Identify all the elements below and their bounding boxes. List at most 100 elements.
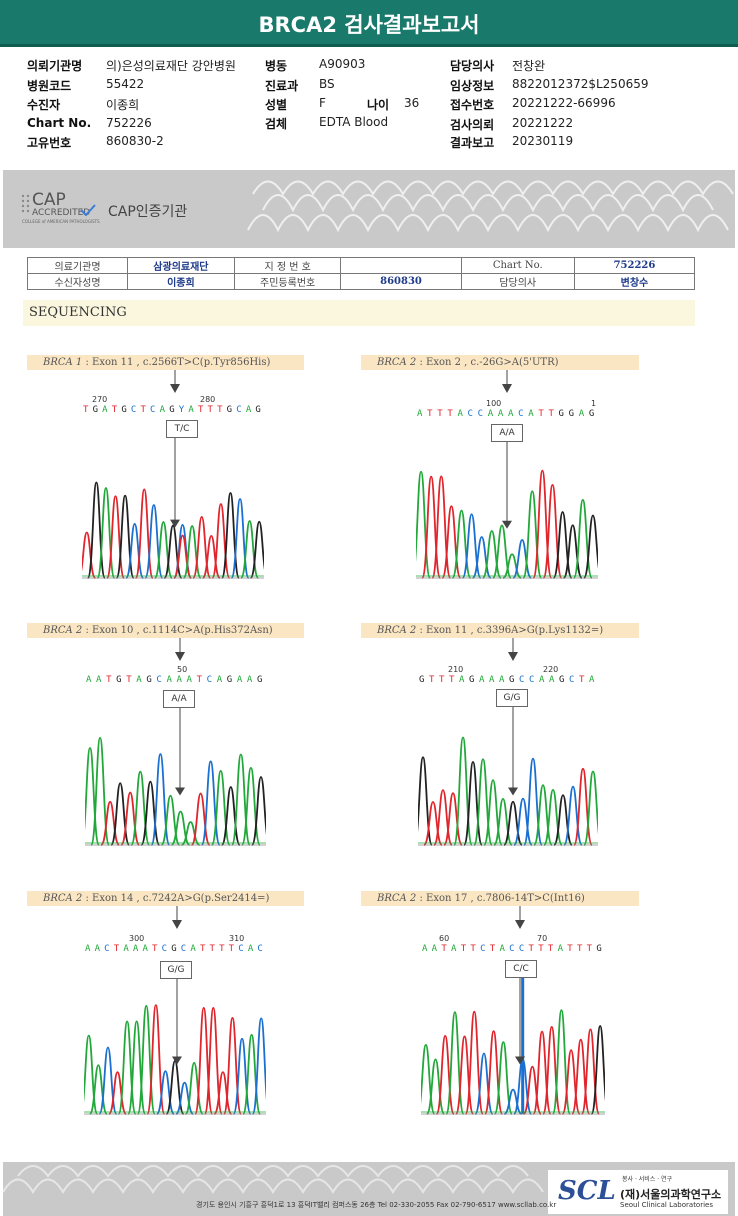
base-letter: C: [509, 944, 516, 954]
base-letter: A: [136, 675, 144, 685]
mutation-description: : Exon 10 , c.1114C>A(p.His372Asn): [82, 625, 273, 636]
base-letter: A: [508, 409, 515, 419]
table-cell: 752226: [573, 257, 696, 274]
chromatogram-trace: [418, 736, 598, 846]
down-arrow-icon: [172, 906, 182, 929]
base-letter: G: [558, 409, 566, 419]
base-letter: A: [86, 675, 93, 685]
base-letter: A: [557, 944, 565, 954]
base-letter: A: [499, 944, 507, 954]
base-letter: T: [113, 944, 121, 954]
base-letter: A: [528, 409, 536, 419]
base-letter: A: [451, 944, 458, 954]
base-letter: G: [226, 405, 234, 415]
cap-logo-icon: [21, 194, 30, 213]
info-label: Chart No.: [27, 116, 92, 130]
base-letter: T: [567, 944, 575, 954]
base-letter: T: [547, 944, 555, 954]
base-letter: A: [499, 675, 506, 685]
base-letter: T: [538, 944, 546, 954]
base-letter: C: [518, 409, 525, 419]
mutation-description: : Exon 11 , c.3396A>G(p.Lys1132=): [416, 625, 604, 636]
base-letter: A: [132, 944, 140, 954]
table-cell: 담당의사: [460, 273, 575, 290]
base-letter: A: [459, 675, 466, 685]
info-value: 20230119: [512, 134, 574, 148]
checkmark-icon: [80, 204, 96, 216]
info-value: EDTA Blood: [319, 115, 389, 129]
base-letter: C: [518, 944, 526, 954]
footer-address: 경기도 용인시 기흥구 흥덕1로 13 흥덕IT밸리 컴퍼스동 26층 Tel …: [196, 1201, 557, 1209]
base-letter: A: [247, 944, 255, 954]
info-label: 수진자: [27, 98, 61, 112]
base-letter: A: [417, 409, 424, 419]
base-letter: A: [246, 675, 254, 685]
info-value: F: [319, 96, 326, 110]
base-letter: A: [102, 405, 109, 415]
position-number: 70: [537, 934, 548, 943]
genotype-box: G/G: [160, 961, 192, 979]
down-arrow-icon: [175, 638, 185, 661]
table-cell: [340, 257, 462, 274]
base-letter: T: [548, 409, 556, 419]
base-letter: T: [196, 675, 204, 685]
mutation-label: BRCA 2 : Exon 14 , c.7242A>G(p.Ser2414=): [27, 891, 304, 906]
base-letter: C: [180, 944, 188, 954]
base-letter: A: [457, 409, 465, 419]
section-heading: SEQUENCING: [23, 300, 695, 326]
position-number: 220: [543, 665, 559, 674]
genotype-box: T/C: [166, 420, 198, 438]
mutation-label: BRCA 2 : Exon 11 , c.3396A>G(p.Lys1132=): [361, 623, 639, 638]
mutation-description: : Exon 14 , c.7242A>G(p.Ser2414=): [82, 893, 270, 904]
base-letter: A: [549, 675, 556, 685]
info-label: 담당의사: [450, 59, 495, 73]
table-cell: Chart No.: [460, 257, 575, 274]
chromatogram-trace: [85, 736, 266, 846]
base-letter: C: [130, 405, 138, 415]
scl-name-en: Seoul Clinical Laboratories: [620, 1201, 713, 1209]
base-letter: T: [441, 944, 449, 954]
table-cell: 860830: [340, 273, 462, 290]
info-value: 20221222-66996: [512, 96, 616, 110]
genotype-box: G/G: [496, 689, 528, 707]
genotype-pointer-icon: [502, 440, 512, 529]
base-letter: A: [216, 675, 224, 685]
info-label: 임상정보: [450, 79, 495, 93]
base-letter: A: [487, 409, 495, 419]
genotype-pointer-icon: [515, 976, 525, 1065]
base-letter: G: [121, 405, 129, 415]
base-letter: C: [569, 675, 576, 685]
footer-ornament: [3, 1165, 544, 1194]
position-number: 1: [591, 399, 597, 408]
base-letter: A: [497, 409, 505, 419]
mutation-label: BRCA 2 : Exon 17 , c.7806-14T>C(Int16): [361, 891, 639, 906]
info-value: 20221222: [512, 116, 574, 130]
position-number: 60: [439, 934, 450, 943]
table-cell: 주민등록번호: [233, 273, 342, 290]
cap-logo-text: CAP: [32, 190, 66, 210]
down-arrow-icon: [170, 370, 180, 393]
base-letter: T: [217, 405, 224, 415]
base-letter: A: [190, 944, 198, 954]
base-letter: A: [422, 944, 429, 954]
info-label: 진료과: [265, 79, 299, 93]
genotype-box: A/A: [491, 424, 523, 442]
base-letter: T: [437, 409, 445, 419]
base-letter: T: [439, 675, 446, 685]
base-letter: T: [83, 405, 90, 415]
base-letter: A: [176, 675, 184, 685]
base-letter: A: [142, 944, 150, 954]
base-letter: G: [568, 409, 576, 419]
scl-tagline: 봉사 · 서비스 · 연구: [622, 1176, 673, 1183]
base-letter: C: [257, 944, 265, 954]
position-number: 50: [177, 665, 188, 674]
base-letter: C: [236, 405, 244, 415]
genotype-pointer-icon: [508, 705, 518, 796]
info-label: 병동: [265, 59, 288, 73]
position-number: 300: [129, 934, 145, 943]
header-underline: [0, 44, 738, 47]
base-letter: A: [96, 675, 103, 685]
position-number: 310: [229, 934, 245, 943]
info-label: 나이: [367, 98, 390, 112]
down-arrow-icon: [502, 370, 512, 393]
